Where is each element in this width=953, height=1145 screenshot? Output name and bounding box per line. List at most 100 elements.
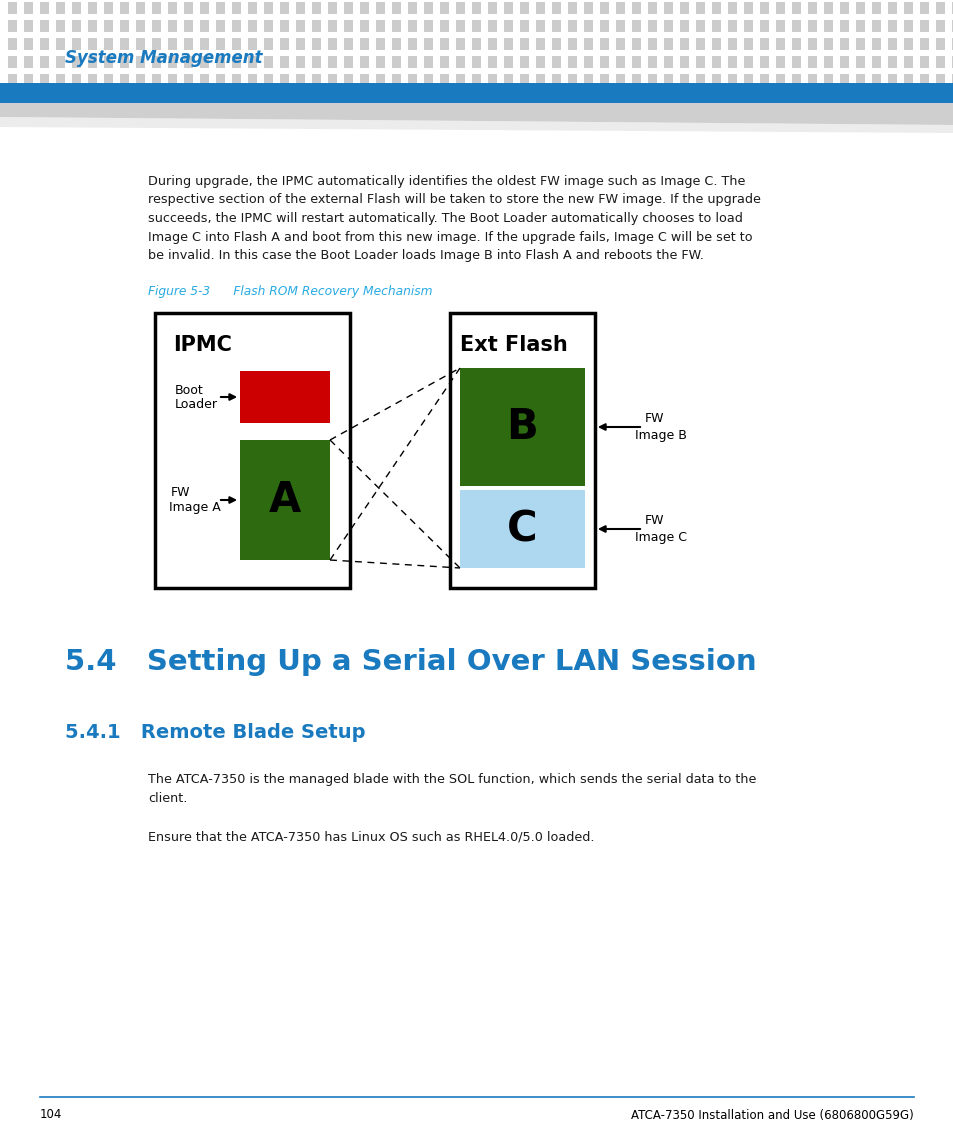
Bar xyxy=(903,56,912,68)
Bar xyxy=(519,2,529,14)
Text: Ext Flash: Ext Flash xyxy=(459,335,567,355)
Bar xyxy=(599,2,608,14)
Bar xyxy=(727,38,737,50)
Bar xyxy=(583,38,593,50)
Bar xyxy=(248,56,256,68)
Bar xyxy=(696,56,704,68)
Bar xyxy=(232,74,241,86)
Bar xyxy=(919,74,928,86)
Bar xyxy=(855,56,864,68)
Bar xyxy=(152,38,161,50)
Bar xyxy=(392,38,400,50)
Bar xyxy=(264,38,273,50)
Bar xyxy=(328,74,336,86)
Bar xyxy=(871,38,880,50)
Bar xyxy=(344,19,353,32)
Bar xyxy=(280,74,289,86)
Bar xyxy=(248,19,256,32)
Bar xyxy=(152,19,161,32)
Bar xyxy=(935,19,944,32)
Bar xyxy=(472,56,480,68)
Bar xyxy=(24,38,33,50)
Bar xyxy=(56,56,65,68)
Bar xyxy=(56,2,65,14)
Bar xyxy=(280,38,289,50)
Bar xyxy=(184,19,193,32)
Bar xyxy=(24,2,33,14)
Bar xyxy=(240,371,330,423)
Bar xyxy=(935,2,944,14)
Bar xyxy=(599,38,608,50)
Bar xyxy=(775,38,784,50)
Bar xyxy=(264,56,273,68)
Bar xyxy=(488,56,497,68)
Bar xyxy=(663,2,672,14)
Bar xyxy=(88,19,97,32)
Bar xyxy=(919,19,928,32)
Bar xyxy=(935,56,944,68)
Bar xyxy=(919,2,928,14)
Bar xyxy=(807,19,816,32)
Bar xyxy=(647,56,657,68)
Bar xyxy=(791,2,801,14)
Bar xyxy=(903,38,912,50)
Bar xyxy=(8,38,17,50)
Polygon shape xyxy=(0,117,953,133)
Bar xyxy=(616,2,624,14)
Bar xyxy=(679,38,688,50)
Bar xyxy=(951,56,953,68)
Bar xyxy=(919,38,928,50)
Bar xyxy=(359,74,369,86)
Bar xyxy=(408,74,416,86)
Bar xyxy=(152,2,161,14)
Bar xyxy=(840,19,848,32)
Bar xyxy=(583,19,593,32)
Bar xyxy=(599,56,608,68)
Bar xyxy=(312,74,320,86)
Bar xyxy=(215,56,225,68)
Bar xyxy=(24,74,33,86)
Bar xyxy=(519,38,529,50)
Text: The ATCA-7350 is the managed blade with the SOL function, which sends the serial: The ATCA-7350 is the managed blade with … xyxy=(148,773,756,805)
Bar xyxy=(408,2,416,14)
Bar xyxy=(951,19,953,32)
Bar xyxy=(775,56,784,68)
Bar xyxy=(519,19,529,32)
Bar xyxy=(215,38,225,50)
Bar xyxy=(120,19,129,32)
Text: 5.4   Setting Up a Serial Over LAN Session: 5.4 Setting Up a Serial Over LAN Session xyxy=(65,648,756,676)
Bar xyxy=(328,56,336,68)
Bar xyxy=(631,19,640,32)
Bar xyxy=(40,38,49,50)
Bar xyxy=(136,2,145,14)
Bar xyxy=(295,74,305,86)
Bar xyxy=(567,19,577,32)
Bar xyxy=(56,74,65,86)
Bar xyxy=(552,56,560,68)
Bar xyxy=(616,56,624,68)
Bar xyxy=(456,2,464,14)
Bar xyxy=(71,74,81,86)
Bar xyxy=(727,19,737,32)
Bar xyxy=(583,74,593,86)
Bar xyxy=(679,56,688,68)
Bar xyxy=(423,74,433,86)
Polygon shape xyxy=(0,103,953,125)
Bar xyxy=(280,19,289,32)
Bar xyxy=(696,74,704,86)
Bar xyxy=(184,2,193,14)
Text: FW: FW xyxy=(644,514,664,528)
Bar xyxy=(200,38,209,50)
Bar xyxy=(120,2,129,14)
Bar xyxy=(359,2,369,14)
Bar xyxy=(472,19,480,32)
Bar xyxy=(631,56,640,68)
Bar xyxy=(408,38,416,50)
Bar xyxy=(104,19,112,32)
Bar xyxy=(456,38,464,50)
Bar xyxy=(696,2,704,14)
Bar xyxy=(232,2,241,14)
Bar xyxy=(215,2,225,14)
Bar xyxy=(743,38,752,50)
Bar xyxy=(392,19,400,32)
